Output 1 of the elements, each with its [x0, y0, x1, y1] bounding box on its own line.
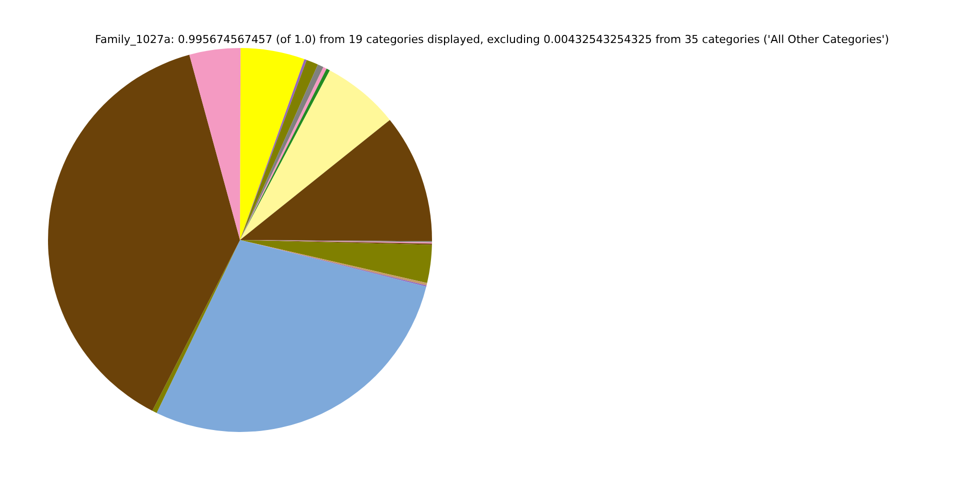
text: Family_1027a: 0.995674567457 (of 1.0) from 19 categories displayed, excluding 0.00432543254325 from 35 categories ('All Other Categories') — [95, 32, 889, 46]
